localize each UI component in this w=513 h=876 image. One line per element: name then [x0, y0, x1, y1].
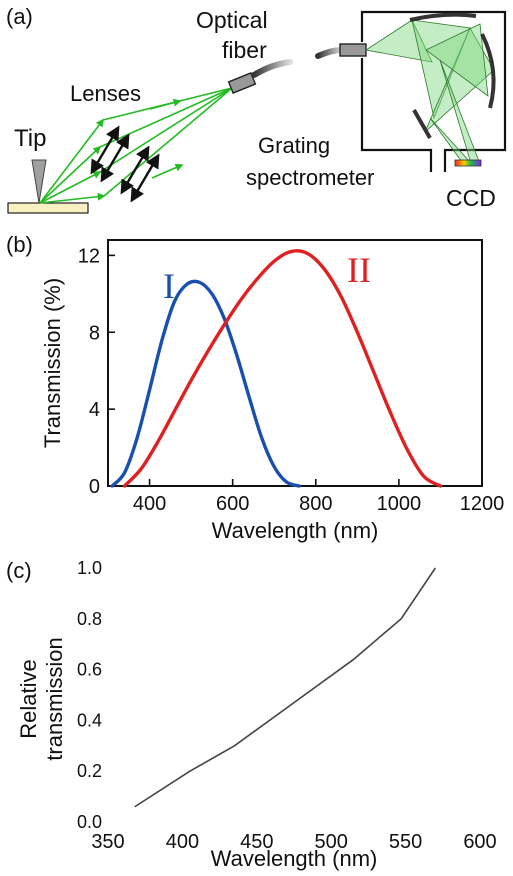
x-tick-label: 450: [240, 831, 273, 853]
series-label-I: I: [163, 266, 175, 306]
ccd-detector: [454, 159, 482, 167]
y-tick-label: 1.0: [77, 558, 102, 578]
y-tick-label: 0.0: [77, 812, 102, 832]
x-tick-label: 350: [91, 831, 124, 853]
grating-label-line1: Grating: [258, 133, 331, 158]
series-label-II: II: [347, 250, 371, 290]
y-axis-label-line1: Relative: [16, 659, 41, 738]
tip-label: Tip: [14, 125, 47, 152]
x-tick-label: 500: [315, 831, 348, 853]
y-tick-label: 12: [78, 245, 100, 267]
y-tick-label: 0.6: [77, 660, 102, 680]
optical-fiber-label-line1: Optical: [196, 7, 268, 33]
panel-b-label: (b): [6, 232, 33, 257]
series-line-II: [122, 249, 443, 488]
grating-label-line2: spectrometer: [246, 165, 375, 190]
y-tick-label: 4: [89, 399, 100, 421]
series-line: [134, 567, 437, 808]
y-tick-label: 0: [89, 476, 100, 498]
setup-diagram: [7, 10, 507, 214]
grating: [412, 109, 432, 139]
x-tick-label: 1200: [460, 493, 505, 515]
lenses-label: Lenses: [70, 81, 141, 106]
fiber-output-icon: [315, 43, 367, 59]
x-axis-label: Wavelength (nm): [212, 518, 379, 543]
lens-icons: [90, 125, 160, 203]
x-tick-label: 800: [299, 493, 332, 515]
spectrometer-box: [360, 10, 507, 172]
ccd-label: CCD: [446, 185, 496, 211]
x-tick-label: 400: [133, 493, 166, 515]
x-tick-label: 600: [463, 831, 496, 853]
mirror-top: [409, 12, 477, 22]
y-tick-label: 0.4: [77, 710, 102, 730]
sample-substrate: [7, 202, 89, 214]
x-tick-label: 550: [389, 831, 422, 853]
y-tick-label: 0.8: [77, 609, 102, 629]
y-axis-label: Transmission (%): [40, 278, 65, 448]
series-line-I: [110, 279, 301, 488]
x-tick-label: 1000: [377, 493, 422, 515]
x-axis-label: Wavelength (nm): [211, 846, 378, 871]
optical-fiber-label-line2: fiber: [222, 37, 267, 63]
fiber-connector-icon: [227, 59, 293, 94]
spectrometer-light-paths: [364, 19, 495, 165]
panel-a-label: (a): [6, 4, 33, 29]
mirror-right: [480, 33, 496, 109]
x-tick-label: 400: [166, 831, 199, 853]
x-tick-label: 600: [216, 493, 249, 515]
y-tick-label: 0.2: [77, 761, 102, 781]
tip-shape: [31, 159, 47, 204]
y-tick-label: 8: [89, 322, 100, 344]
panel-c-label: (c): [6, 558, 32, 583]
y-axis-label-line2: transmission: [42, 637, 67, 760]
